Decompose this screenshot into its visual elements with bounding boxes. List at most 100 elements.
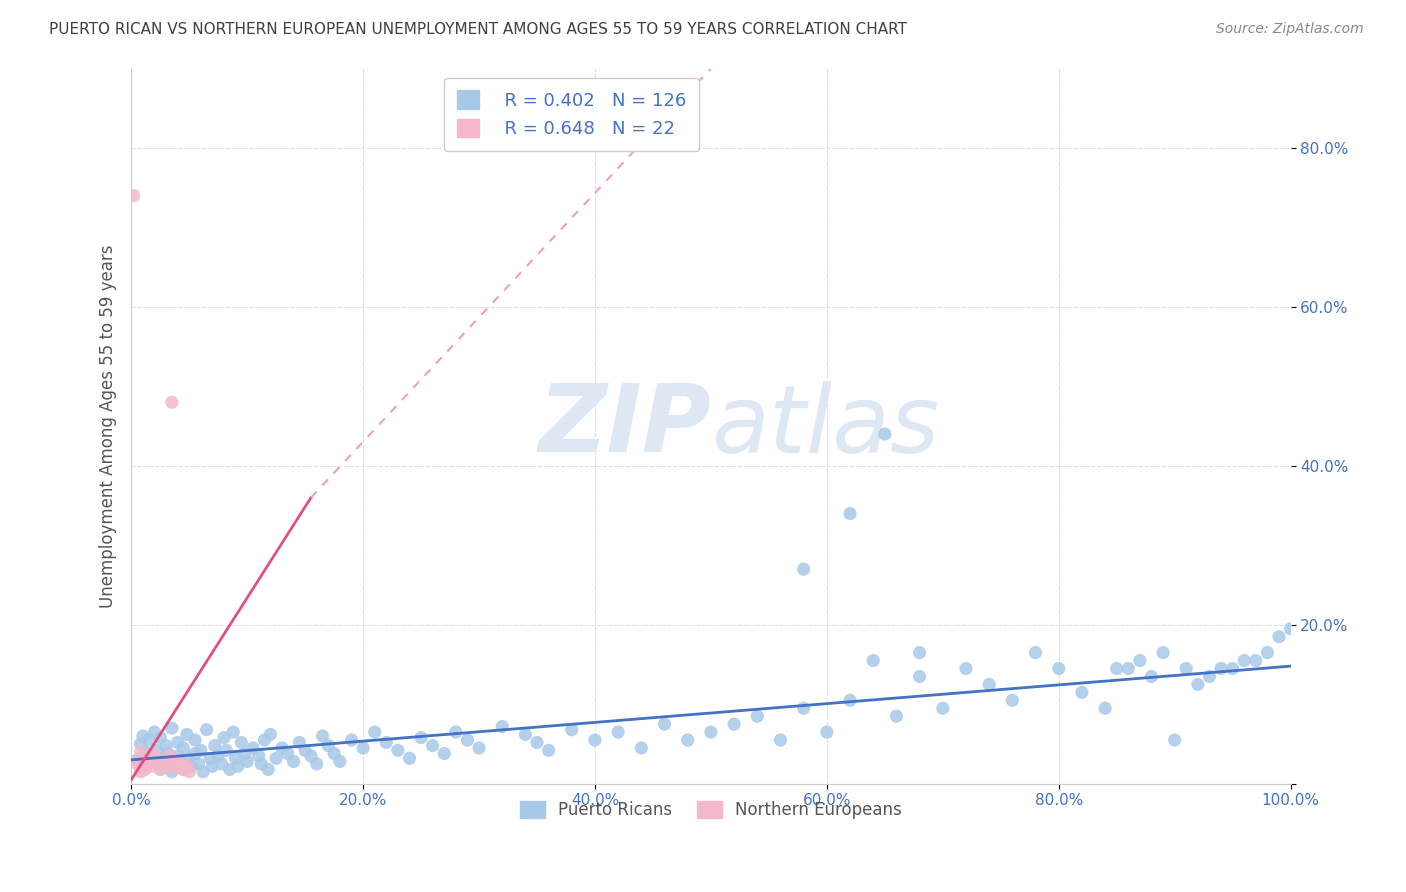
- Point: [979, 677, 1001, 691]
- Point: [152, 751, 174, 765]
- Point: [179, 764, 201, 779]
- Point: [1105, 661, 1128, 675]
- Point: [305, 756, 328, 771]
- Point: [283, 755, 305, 769]
- Point: [129, 737, 152, 751]
- Point: [129, 764, 152, 779]
- Text: PUERTO RICAN VS NORTHERN EUROPEAN UNEMPLOYMENT AMONG AGES 55 TO 59 YEARS CORRELA: PUERTO RICAN VS NORTHERN EUROPEAN UNEMPL…: [49, 22, 907, 37]
- Point: [155, 759, 177, 773]
- Point: [143, 725, 166, 739]
- Point: [129, 745, 152, 759]
- Point: [198, 751, 221, 765]
- Point: [149, 763, 172, 777]
- Text: ZIP: ZIP: [538, 380, 711, 472]
- Point: [1094, 701, 1116, 715]
- Point: [700, 725, 723, 739]
- Point: [166, 753, 188, 767]
- Point: [409, 731, 432, 745]
- Point: [242, 741, 264, 756]
- Point: [155, 739, 177, 753]
- Point: [654, 717, 676, 731]
- Point: [247, 748, 270, 763]
- Point: [226, 759, 249, 773]
- Point: [723, 717, 745, 731]
- Point: [138, 756, 160, 771]
- Point: [1001, 693, 1024, 707]
- Point: [138, 733, 160, 747]
- Point: [184, 733, 207, 747]
- Point: [1129, 654, 1152, 668]
- Point: [873, 427, 896, 442]
- Point: [184, 747, 207, 761]
- Point: [839, 507, 862, 521]
- Point: [607, 725, 630, 739]
- Point: [166, 735, 188, 749]
- Point: [839, 693, 862, 707]
- Y-axis label: Unemployment Among Ages 55 to 59 years: Unemployment Among Ages 55 to 59 years: [100, 244, 117, 607]
- Point: [1187, 677, 1209, 691]
- Point: [160, 755, 183, 769]
- Point: [179, 751, 201, 765]
- Point: [165, 756, 187, 771]
- Point: [195, 723, 218, 737]
- Point: [352, 741, 374, 756]
- Point: [187, 756, 209, 771]
- Point: [143, 748, 166, 763]
- Point: [444, 725, 467, 739]
- Point: [1233, 654, 1256, 668]
- Point: [172, 741, 194, 756]
- Point: [191, 764, 214, 779]
- Point: [422, 739, 444, 753]
- Point: [157, 747, 180, 761]
- Point: [176, 759, 198, 773]
- Point: [1175, 661, 1198, 675]
- Point: [908, 646, 931, 660]
- Point: [125, 756, 148, 771]
- Point: [211, 756, 233, 771]
- Point: [134, 763, 156, 777]
- Point: [172, 763, 194, 777]
- Point: [204, 739, 226, 753]
- Point: [145, 756, 167, 771]
- Point: [271, 741, 294, 756]
- Point: [1163, 733, 1185, 747]
- Point: [176, 727, 198, 741]
- Point: [190, 743, 212, 757]
- Point: [1222, 661, 1244, 675]
- Text: atlas: atlas: [711, 381, 939, 472]
- Point: [1070, 685, 1092, 699]
- Point: [207, 748, 229, 763]
- Point: [1244, 654, 1267, 668]
- Point: [212, 731, 235, 745]
- Point: [149, 763, 172, 777]
- Point: [165, 761, 187, 775]
- Point: [318, 739, 340, 753]
- Point: [886, 709, 908, 723]
- Point: [747, 709, 769, 723]
- Point: [160, 721, 183, 735]
- Point: [526, 735, 548, 749]
- Point: [257, 763, 280, 777]
- Point: [155, 759, 177, 773]
- Point: [201, 759, 224, 773]
- Point: [141, 748, 163, 763]
- Point: [676, 733, 699, 747]
- Point: [277, 747, 299, 761]
- Point: [932, 701, 955, 715]
- Point: [180, 759, 202, 773]
- Point: [398, 751, 420, 765]
- Point: [264, 751, 287, 765]
- Point: [1025, 646, 1047, 660]
- Point: [456, 733, 478, 747]
- Point: [583, 733, 606, 747]
- Text: Source: ZipAtlas.com: Source: ZipAtlas.com: [1216, 22, 1364, 37]
- Point: [862, 654, 884, 668]
- Point: [364, 725, 387, 739]
- Point: [149, 731, 172, 745]
- Point: [236, 755, 259, 769]
- Point: [218, 763, 240, 777]
- Point: [908, 669, 931, 683]
- Point: [311, 729, 333, 743]
- Point: [169, 755, 191, 769]
- Point: [160, 395, 183, 409]
